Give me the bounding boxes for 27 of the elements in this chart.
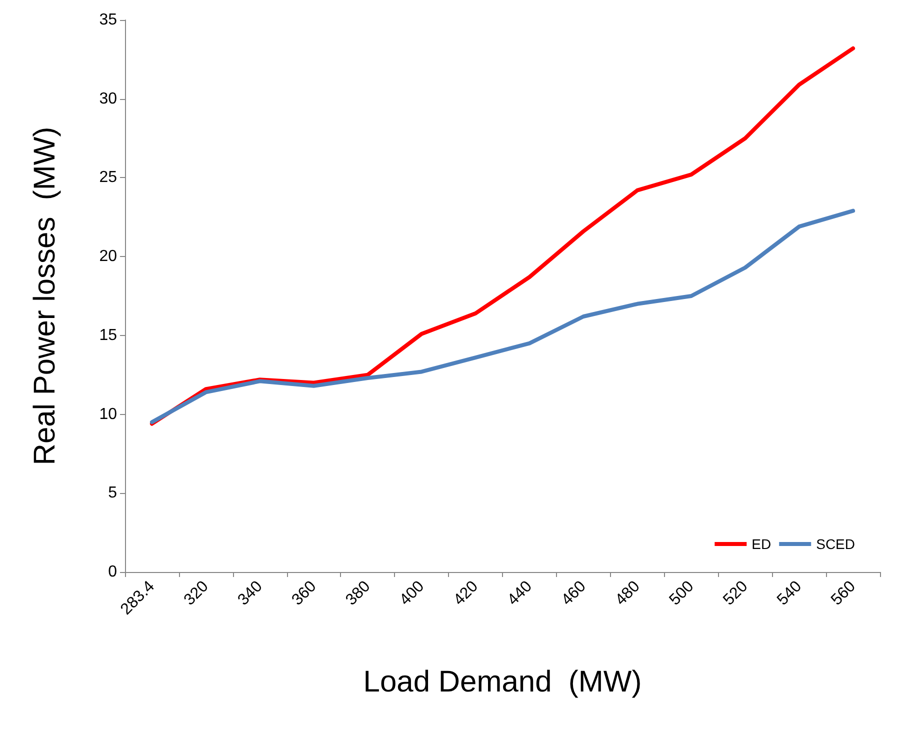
x-tick-label: 460 (558, 578, 590, 609)
x-tick-label: 340 (234, 578, 266, 609)
x-tick-label: 560 (828, 578, 860, 609)
x-tick-label: 540 (774, 578, 806, 609)
x-tick-label: 500 (666, 578, 698, 609)
x-tick-label: 400 (396, 578, 428, 609)
x-tick-label: 360 (288, 578, 320, 609)
y-tick-label: 10 (99, 406, 118, 423)
x-tick-label: 380 (342, 578, 374, 609)
y-tick-label: 25 (99, 169, 118, 186)
line-series (150, 46, 856, 426)
x-tick-label: 520 (720, 578, 752, 609)
x-tick-label: 420 (450, 578, 482, 609)
x-tick-label: 320 (181, 578, 212, 609)
legend-label: SCED (816, 536, 856, 552)
x-tick-label: 440 (504, 578, 536, 609)
y-axis-title: Real Power losses (MW) (28, 126, 62, 466)
y-tick-label: 20 (99, 248, 118, 266)
line-series (150, 208, 856, 424)
y-tick-label: 35 (99, 12, 118, 28)
y-tick-label: 5 (108, 484, 118, 502)
x-tick-label: 480 (612, 578, 644, 609)
y-tick-label: 0 (108, 564, 118, 580)
y-tick-label: 30 (99, 90, 118, 108)
legend-label: ED (752, 536, 772, 552)
y-tick-label: 15 (99, 326, 118, 344)
x-axis-title: Load Demand (MW) (363, 666, 642, 698)
